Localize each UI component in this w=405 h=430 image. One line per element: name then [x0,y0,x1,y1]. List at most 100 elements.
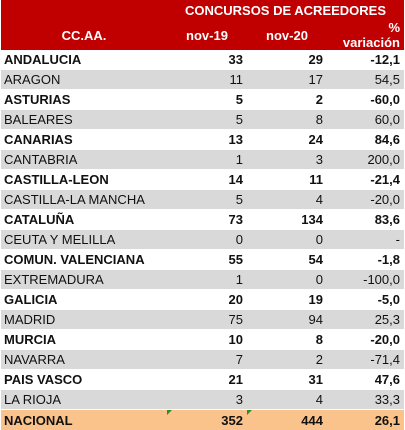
region-cell[interactable]: CEUTA Y MELILLA [1,230,167,250]
region-cell[interactable]: ANDALUCIA [1,50,167,70]
region-cell[interactable]: LA RIOJA [1,390,167,410]
region-cell[interactable]: GALICIA [1,290,167,310]
variation-cell[interactable]: -1,8 [327,250,404,270]
nov19-cell[interactable]: 21 [167,370,247,390]
variation-cell[interactable]: -12,1 [327,50,404,70]
nov20-cell[interactable]: 4 [247,390,327,410]
nov19-cell[interactable]: 5 [167,90,247,110]
nov19-cell[interactable]: 1 [167,270,247,290]
nov20-cell[interactable]: 31 [247,370,327,390]
nov19-cell[interactable]: 3 [167,390,247,410]
nov19-cell[interactable]: 14 [167,170,247,190]
nov19-cell[interactable]: 7 [167,350,247,370]
nov19-cell[interactable]: 73 [167,210,247,230]
nov20-cell[interactable]: 29 [247,50,327,70]
variation-cell[interactable]: 33,3 [327,390,404,410]
variation-cell[interactable]: 84,6 [327,130,404,150]
group-title: CONCURSOS DE ACREEDORES [167,0,404,20]
nov20-cell[interactable]: 94 [247,310,327,330]
variation-cell[interactable]: - [327,230,404,250]
variation-cell[interactable]: -71,4 [327,350,404,370]
total-nov20[interactable]: 444 [247,410,327,430]
nov20-cell[interactable]: 54 [247,250,327,270]
variation-cell[interactable]: -20,0 [327,330,404,350]
nov19-cell[interactable]: 20 [167,290,247,310]
col-header-nov19: nov-19 [167,20,247,50]
nov20-cell[interactable]: 8 [247,330,327,350]
region-cell[interactable]: EXTREMADURA [1,270,167,290]
cell-note-marker-icon [247,410,252,415]
region-cell[interactable]: BALEARES [1,110,167,130]
nov20-cell[interactable]: 134 [247,210,327,230]
nov19-cell[interactable]: 75 [167,310,247,330]
nov20-cell[interactable]: 17 [247,70,327,90]
region-cell[interactable]: CASTILLA-LEON [1,170,167,190]
nov20-cell[interactable]: 24 [247,130,327,150]
variation-cell[interactable]: -5,0 [327,290,404,310]
region-cell[interactable]: MADRID [1,310,167,330]
nov20-cell[interactable]: 0 [247,230,327,250]
variation-cell[interactable]: -21,4 [327,170,404,190]
region-cell[interactable]: PAIS VASCO [1,370,167,390]
nov19-cell[interactable]: 1 [167,150,247,170]
variation-cell[interactable]: 47,6 [327,370,404,390]
variation-cell[interactable]: -100,0 [327,270,404,290]
nov20-cell[interactable]: 2 [247,90,327,110]
region-cell[interactable]: NAVARRA [1,350,167,370]
variation-cell[interactable]: -60,0 [327,90,404,110]
nov20-cell[interactable]: 0 [247,270,327,290]
nov19-cell[interactable]: 33 [167,50,247,70]
nov19-cell[interactable]: 11 [167,70,247,90]
nov19-cell[interactable]: 10 [167,330,247,350]
variation-cell[interactable]: 25,3 [327,310,404,330]
total-label[interactable]: NACIONAL [1,410,167,430]
nov20-cell[interactable]: 3 [247,150,327,170]
region-cell[interactable]: CANARIAS [1,130,167,150]
region-cell[interactable]: ASTURIAS [1,90,167,110]
nov20-cell[interactable]: 11 [247,170,327,190]
nov20-cell[interactable]: 8 [247,110,327,130]
nov20-cell[interactable]: 4 [247,190,327,210]
nov20-cell[interactable]: 19 [247,290,327,310]
nov19-cell[interactable]: 55 [167,250,247,270]
variation-cell[interactable]: 83,6 [327,210,404,230]
variation-cell[interactable]: 54,5 [327,70,404,90]
variation-cell[interactable]: 60,0 [327,110,404,130]
variation-cell[interactable]: 200,0 [327,150,404,170]
total-nov19[interactable]: 352 [167,410,247,430]
region-cell[interactable]: MURCIA [1,330,167,350]
region-cell[interactable]: ARAGON [1,70,167,90]
nov19-cell[interactable]: 5 [167,110,247,130]
region-cell[interactable]: CASTILLA-LA MANCHA [1,190,167,210]
variation-cell[interactable]: -20,0 [327,190,404,210]
total-variation[interactable]: 26,1 [327,410,404,430]
region-cell[interactable]: COMUN. VALENCIANA [1,250,167,270]
nov19-cell[interactable]: 13 [167,130,247,150]
nov19-cell[interactable]: 5 [167,190,247,210]
total-row[interactable]: NACIONAL 352 444 26,1 [1,410,404,430]
nov20-cell[interactable]: 2 [247,350,327,370]
region-cell[interactable]: CATALUÑA [1,210,167,230]
table-footer: NACIONAL 352 444 26,1 [1,410,404,430]
nov19-cell[interactable]: 0 [167,230,247,250]
region-cell[interactable]: CANTABRIA [1,150,167,170]
